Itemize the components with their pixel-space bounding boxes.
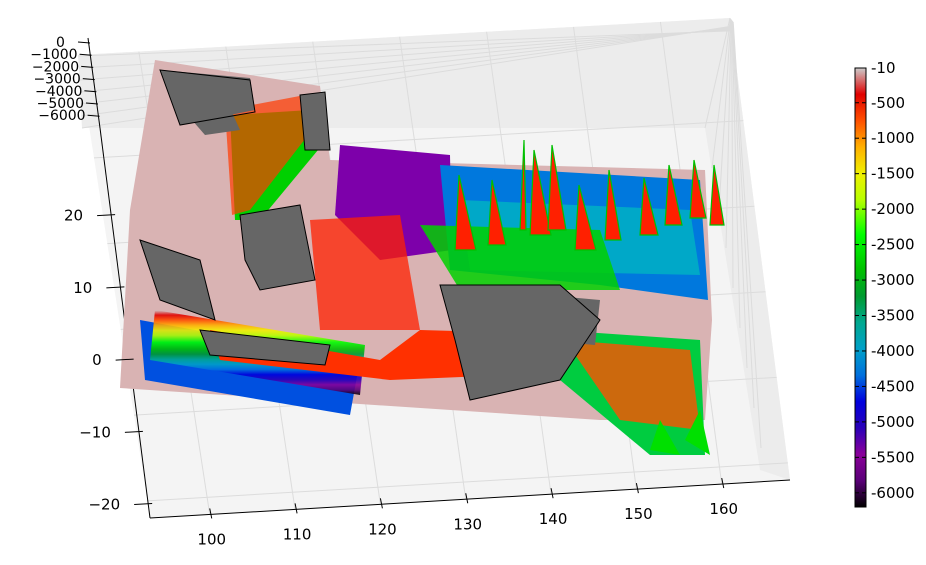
y-tick-label: −10 xyxy=(79,423,111,441)
coastline xyxy=(139,239,216,321)
seamount-spike xyxy=(519,139,527,231)
x-tick-label: 110 xyxy=(283,525,312,543)
x-tick-mark xyxy=(550,488,554,499)
seamount-spike xyxy=(574,184,597,251)
x-tick-mark xyxy=(721,477,725,489)
seamount-spike xyxy=(487,179,507,246)
seamount-spike xyxy=(664,164,683,226)
land-pn-highlands xyxy=(540,295,600,345)
land-indochina xyxy=(160,70,255,125)
x-tick-label: 100 xyxy=(197,530,226,548)
colorbar-label: -5500 xyxy=(871,448,915,466)
z-tick-label: −5000 xyxy=(37,96,84,112)
scs-red-shelf xyxy=(225,95,312,215)
x-tick-mark xyxy=(209,508,213,519)
land-sumatra xyxy=(140,240,215,320)
coastline xyxy=(239,204,316,291)
z-tick-label: −2000 xyxy=(32,59,79,75)
z-tick-mark xyxy=(81,65,94,68)
coastline xyxy=(299,91,331,151)
z-tick-mark xyxy=(85,102,99,105)
colorbar-label: -2500 xyxy=(871,236,915,254)
z-tick-label: 0 xyxy=(56,35,65,51)
sulawesi-slope xyxy=(310,215,420,330)
seamount-spike xyxy=(604,169,622,241)
y-tick-mark xyxy=(124,430,143,433)
x-tick-label: 130 xyxy=(453,515,482,533)
x-axis-line xyxy=(149,479,791,519)
seamount-spike xyxy=(650,420,680,455)
grid-line xyxy=(731,20,748,369)
grid-line xyxy=(732,21,755,409)
z-tick-mark xyxy=(79,53,92,56)
bathymetry-surface xyxy=(120,60,725,455)
colorbar-label: -1000 xyxy=(871,129,915,147)
z-tick-label: −3000 xyxy=(33,72,80,88)
grid-line xyxy=(725,19,732,249)
colorbar-label: -4000 xyxy=(871,342,915,360)
x-tick-mark xyxy=(465,493,469,504)
z-tick-mark xyxy=(82,78,95,81)
land-philippines xyxy=(300,92,330,150)
x-tick-label: 140 xyxy=(539,510,568,528)
colorbar-label: -500 xyxy=(871,94,905,112)
grid-line xyxy=(78,29,734,69)
grid-line xyxy=(731,20,741,329)
coastline xyxy=(199,329,331,366)
colorbar-label: -3000 xyxy=(871,271,915,289)
seamount-spike xyxy=(639,177,659,236)
grid-line xyxy=(78,30,734,57)
z-tick-mark xyxy=(87,114,100,117)
y-tick-label: 10 xyxy=(73,279,92,297)
grid-line xyxy=(704,17,731,129)
colorbar-label: -5000 xyxy=(871,413,915,431)
colorbar-label: -10 xyxy=(871,59,896,77)
coastline xyxy=(159,69,256,126)
x-tick-mark xyxy=(294,503,298,514)
z-axis-line xyxy=(87,37,101,129)
grid-line xyxy=(732,21,762,449)
land-borneo xyxy=(240,205,315,290)
y-tick-label: 0 xyxy=(92,351,102,369)
png-ridge xyxy=(565,340,700,430)
colorbar: -10 -500 -1000 -1500 -2000 -2500 -3000 -3500 -40… xyxy=(854,59,915,508)
colorbar-label: -4500 xyxy=(871,377,915,395)
y-tick-mark xyxy=(115,358,134,361)
colorbar-label: -3500 xyxy=(871,307,915,325)
colorbar-strip xyxy=(854,67,867,508)
grid-line xyxy=(147,462,788,502)
z-tick-label: −6000 xyxy=(38,108,85,124)
axis-ticks: 100 110 120 130 140 150 160−20−10010200−1000−2… xyxy=(30,35,738,548)
z-tick-mark xyxy=(84,90,97,93)
seamount-spike xyxy=(454,174,477,251)
grid-line xyxy=(718,18,732,209)
x-tick-label: 120 xyxy=(368,520,397,538)
seamount-spike xyxy=(689,159,707,219)
y-tick-mark xyxy=(106,286,125,289)
z-tick-mark xyxy=(77,41,91,44)
seamount-spike xyxy=(709,164,725,226)
z-tick-label: −4000 xyxy=(35,84,82,100)
colorbar-label: -1500 xyxy=(871,165,915,183)
land-java xyxy=(200,330,330,365)
grid-line xyxy=(711,18,731,169)
colorbar-label: -2000 xyxy=(871,200,915,218)
x-tick-label: 150 xyxy=(624,505,653,523)
seamount-spike xyxy=(685,410,710,455)
y-tick-mark xyxy=(134,503,153,506)
grid-line xyxy=(731,19,734,289)
seamount-spike xyxy=(529,149,552,236)
x-tick-mark xyxy=(379,498,383,509)
y-tick-mark xyxy=(97,214,116,217)
colorbar-label: -6000 xyxy=(871,484,915,502)
y-tick-label: −20 xyxy=(88,496,120,514)
coastline xyxy=(439,284,601,401)
x-tick-label: 160 xyxy=(709,500,738,518)
seamount-spike xyxy=(547,144,567,231)
y-tick-label: 20 xyxy=(64,207,83,225)
x-tick-mark xyxy=(635,483,639,494)
z-tick-label: −1000 xyxy=(30,47,77,63)
